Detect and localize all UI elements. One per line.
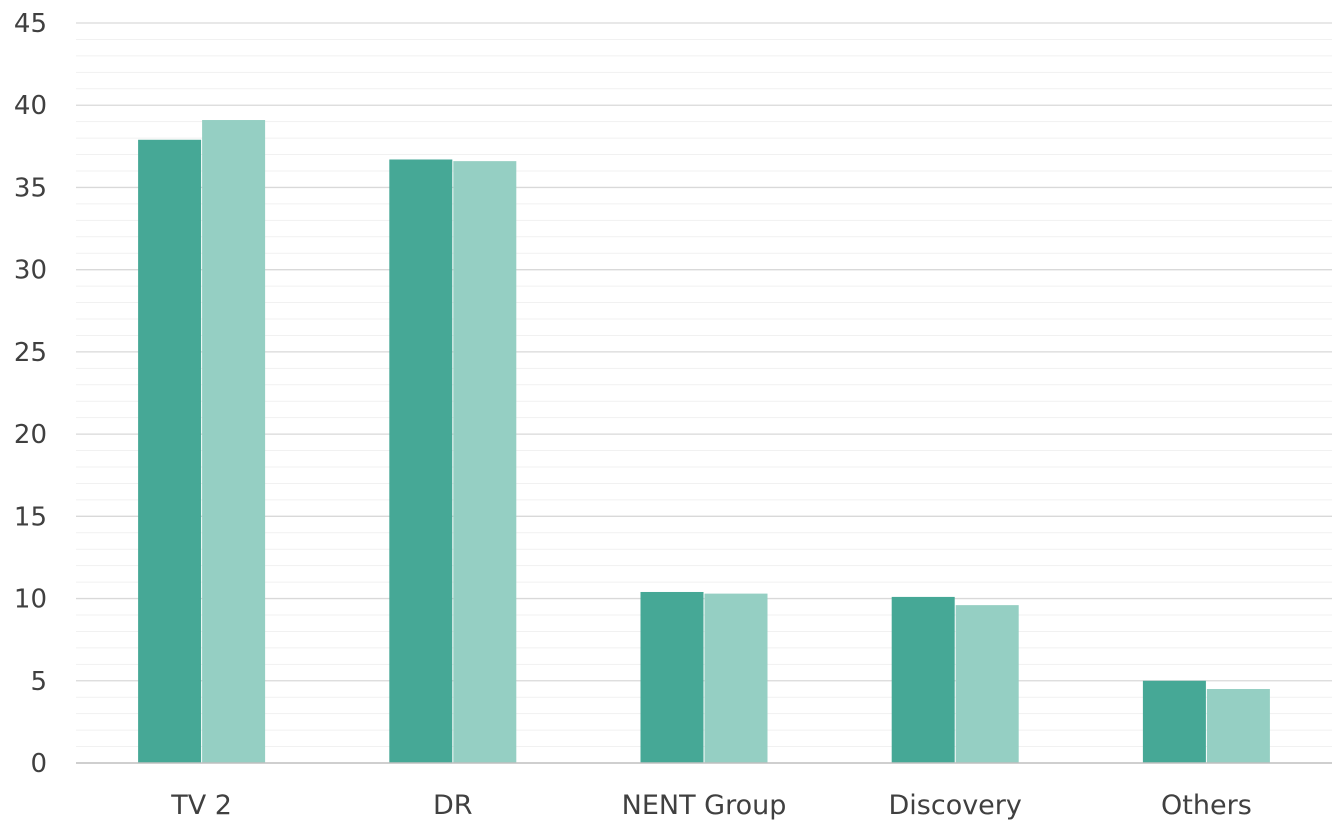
y-tick-label: 35 [14, 173, 47, 203]
y-tick-label: 25 [14, 338, 47, 368]
x-category-label: TV 2 [170, 790, 232, 821]
bar-2 [202, 120, 266, 764]
bar-2 [955, 605, 1019, 763]
x-category-label: Others [1161, 790, 1252, 821]
bars [138, 120, 1270, 764]
y-tick-label: 20 [14, 420, 47, 450]
bar-1 [138, 139, 202, 763]
x-category-label: Discovery [888, 790, 1021, 821]
major-gridlines [76, 22, 1332, 682]
y-tick-label: 30 [14, 256, 47, 286]
bar-1 [389, 159, 453, 763]
y-tick-label: 5 [30, 667, 47, 697]
y-tick-label: 15 [14, 502, 47, 532]
bar-1 [640, 591, 704, 763]
y-tick-label: 0 [30, 749, 47, 779]
y-axis: 0 5 10 15 20 25 30 35 40 45 [14, 9, 47, 779]
y-tick-label: 45 [14, 9, 47, 39]
bar-1 [1142, 680, 1206, 763]
x-category-label: NENT Group [622, 790, 787, 821]
bar-2 [704, 593, 768, 763]
y-tick-label: 10 [14, 585, 47, 615]
x-axis: TV 2 DR NENT Group Discovery Others [76, 762, 1332, 821]
bar-2 [1206, 689, 1270, 763]
y-tick-label: 40 [14, 91, 47, 121]
bar-1 [891, 596, 955, 763]
minor-gridlines [76, 38, 1332, 748]
bar-2 [453, 161, 517, 764]
x-category-label: DR [433, 790, 473, 821]
